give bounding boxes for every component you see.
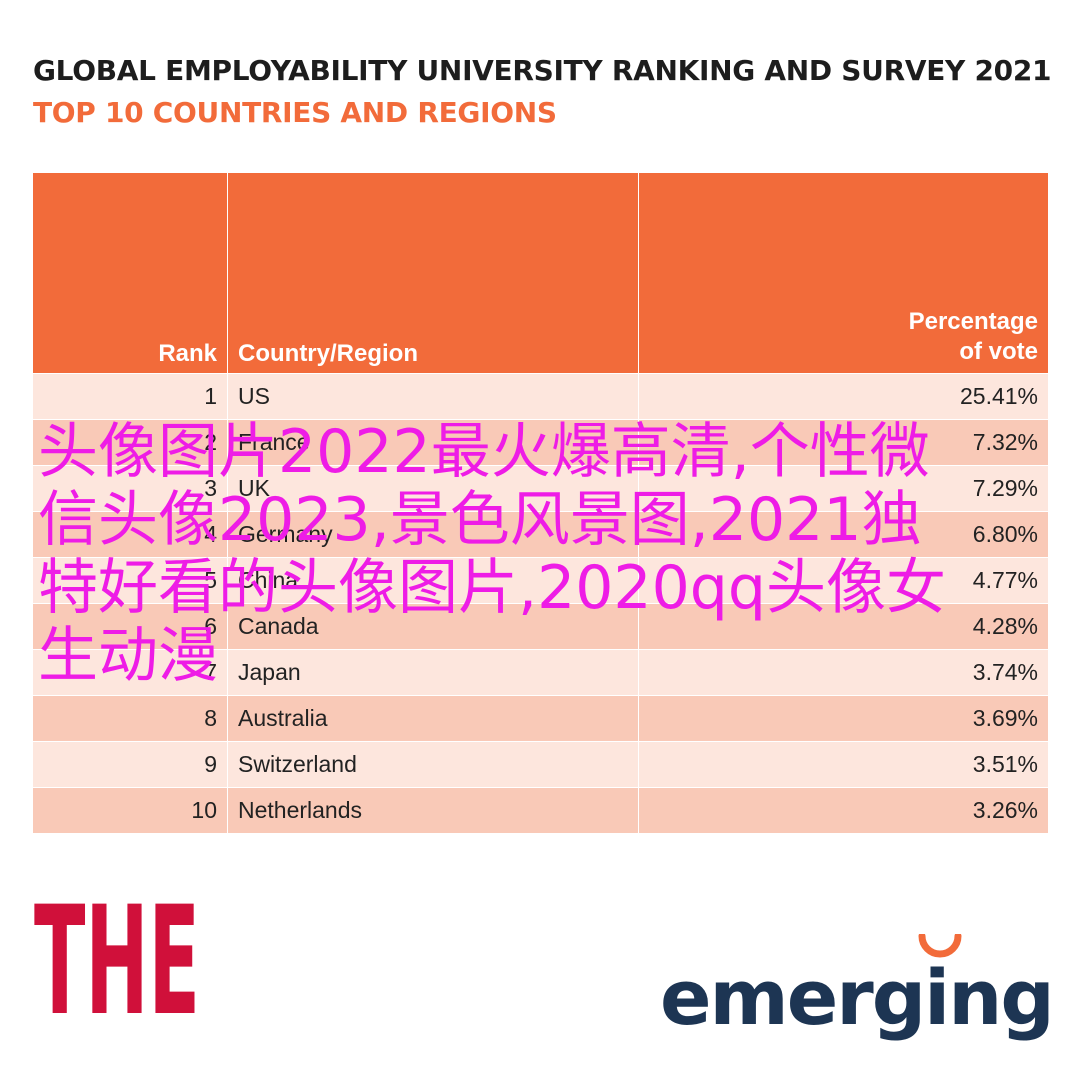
rank-cell: 9 (33, 741, 228, 788)
the-logo-text: THE (34, 880, 200, 1020)
column-header-country: Country/Region (227, 173, 639, 374)
table-row: 2 France 7.32% (33, 419, 1048, 466)
table-row: 8 Australia 3.69% (33, 695, 1048, 742)
ranking-table: Rank Country/Region Percentage of vote 1… (33, 173, 1048, 833)
table-row: 6 Canada 4.28% (33, 603, 1048, 650)
table-row: 5 China 4.77% (33, 557, 1048, 604)
chart-subtitle: TOP 10 COUNTRIES AND REGIONS (33, 96, 557, 129)
vote-cell: 7.32% (638, 419, 1048, 466)
watermark-overlay-text: 头像图片2022最火爆高清,个性微信头像2023,景色风景图,2021独特好看的… (38, 417, 946, 691)
vote-cell: 3.51% (638, 741, 1048, 788)
column-header-vote-line2: of vote (959, 338, 1038, 365)
vote-cell: 6.80% (638, 511, 1048, 558)
rank-cell: 3 (33, 465, 228, 512)
country-cell: France (227, 419, 639, 466)
rank-cell: 4 (33, 511, 228, 558)
the-logo: THE (34, 880, 200, 1020)
country-cell: Japan (227, 649, 639, 696)
country-cell: UK (227, 465, 639, 512)
chart-title: GLOBAL EMPLOYABILITY UNIVERSITY RANKING … (33, 54, 1052, 87)
vote-cell: 25.41% (638, 373, 1048, 420)
table-row: 7 Japan 3.74% (33, 649, 1048, 696)
table-row: 1 US 25.41% (33, 373, 1048, 420)
table-row: 3 UK 7.29% (33, 465, 1048, 512)
emerging-logo: emerging (660, 953, 1055, 1042)
rank-cell: 2 (33, 419, 228, 466)
rank-cell: 6 (33, 603, 228, 650)
vote-cell: 4.77% (638, 557, 1048, 604)
rank-cell: 7 (33, 649, 228, 696)
country-cell: Netherlands (227, 787, 639, 833)
country-cell: Australia (227, 695, 639, 742)
country-cell: China (227, 557, 639, 604)
vote-cell: 3.26% (638, 787, 1048, 833)
country-cell: Switzerland (227, 741, 639, 788)
rank-cell: 10 (33, 787, 228, 833)
table-row: 4 Germany 6.80% (33, 511, 1048, 558)
rank-cell: 8 (33, 695, 228, 742)
emerging-arc-icon (918, 934, 962, 958)
country-cell: Germany (227, 511, 639, 558)
table-row: 10 Netherlands 3.26% (33, 787, 1048, 833)
rank-cell: 5 (33, 557, 228, 604)
column-header-rank: Rank (33, 173, 228, 374)
table-header-row: Rank Country/Region Percentage of vote (33, 173, 1048, 374)
vote-cell: 3.74% (638, 649, 1048, 696)
table-row: 9 Switzerland 3.51% (33, 741, 1048, 788)
country-cell: Canada (227, 603, 639, 650)
vote-cell: 7.29% (638, 465, 1048, 512)
column-header-vote-line1: Percentage (908, 308, 1038, 335)
vote-cell: 4.28% (638, 603, 1048, 650)
vote-cell: 3.69% (638, 695, 1048, 742)
column-header-vote: Percentage of vote (638, 173, 1048, 374)
table-body: 1 US 25.41% 2 France 7.32% 3 UK 7.29% 4 Germany 6.8… (33, 373, 1048, 833)
rank-cell: 1 (33, 373, 228, 420)
country-cell: US (227, 373, 639, 420)
